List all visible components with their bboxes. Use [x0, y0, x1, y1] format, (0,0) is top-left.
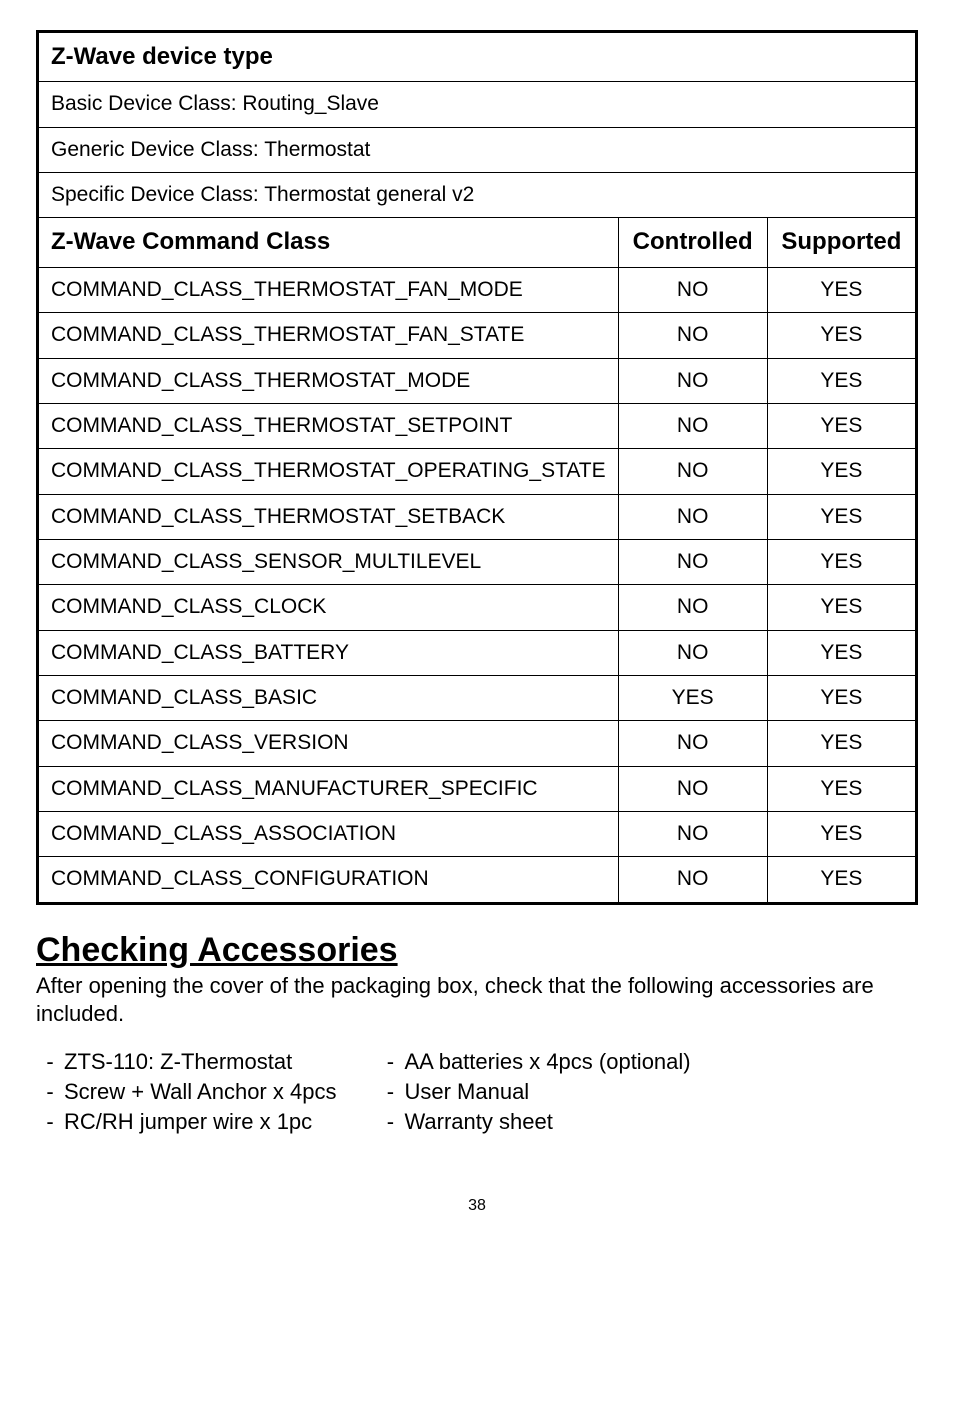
table-cell-supported: YES: [767, 721, 916, 766]
table-cell-class: COMMAND_CLASS_THERMOSTAT_FAN_STATE: [38, 313, 619, 358]
table-cell-supported: YES: [767, 449, 916, 494]
list-item: -AA batteries x 4pcs (optional): [376, 1047, 690, 1077]
generic-device-class: Generic Device Class: Thermostat: [38, 127, 917, 172]
list-item: -User Manual: [376, 1077, 690, 1107]
table-cell-controlled: NO: [618, 403, 767, 448]
table-cell-controlled: YES: [618, 675, 767, 720]
table-cell-class: COMMAND_CLASS_VERSION: [38, 721, 619, 766]
col-header-supported: Supported: [767, 218, 916, 267]
col-header-controlled: Controlled: [618, 218, 767, 267]
zwave-table: Z-Wave device type Basic Device Class: R…: [36, 30, 918, 905]
table-cell-class: COMMAND_CLASS_CLOCK: [38, 585, 619, 630]
table-cell-supported: YES: [767, 494, 916, 539]
table-cell-supported: YES: [767, 358, 916, 403]
table-cell-supported: YES: [767, 857, 916, 903]
table-cell-class: COMMAND_CLASS_BATTERY: [38, 630, 619, 675]
table-cell-class: COMMAND_CLASS_THERMOSTAT_SETBACK: [38, 494, 619, 539]
table-cell-supported: YES: [767, 630, 916, 675]
table-cell-class: COMMAND_CLASS_CONFIGURATION: [38, 857, 619, 903]
table-cell-controlled: NO: [618, 721, 767, 766]
table-cell-class: COMMAND_CLASS_THERMOSTAT_SETPOINT: [38, 403, 619, 448]
table-cell-supported: YES: [767, 313, 916, 358]
table-cell-class: COMMAND_CLASS_THERMOSTAT_OPERATING_STATE: [38, 449, 619, 494]
table-cell-controlled: NO: [618, 539, 767, 584]
table-cell-controlled: NO: [618, 449, 767, 494]
table-cell-supported: YES: [767, 675, 916, 720]
device-type-header: Z-Wave device type: [38, 32, 917, 82]
table-cell-controlled: NO: [618, 857, 767, 903]
table-cell-class: COMMAND_CLASS_BASIC: [38, 675, 619, 720]
accessories-right-list: -AA batteries x 4pcs (optional)-User Man…: [376, 1047, 690, 1137]
list-item: -RC/RH jumper wire x 1pc: [36, 1107, 336, 1137]
table-cell-controlled: NO: [618, 766, 767, 811]
table-cell-supported: YES: [767, 766, 916, 811]
accessories-intro: After opening the cover of the packaging…: [36, 972, 918, 1029]
table-cell-controlled: NO: [618, 358, 767, 403]
list-item: -Warranty sheet: [376, 1107, 690, 1137]
specific-device-class: Specific Device Class: Thermostat genera…: [38, 173, 917, 218]
table-cell-controlled: NO: [618, 267, 767, 312]
table-cell-controlled: NO: [618, 494, 767, 539]
table-cell-class: COMMAND_CLASS_THERMOSTAT_MODE: [38, 358, 619, 403]
table-cell-controlled: NO: [618, 585, 767, 630]
table-cell-class: COMMAND_CLASS_THERMOSTAT_FAN_MODE: [38, 267, 619, 312]
list-item: -ZTS-110: Z-Thermostat: [36, 1047, 336, 1077]
basic-device-class: Basic Device Class: Routing_Slave: [38, 82, 917, 127]
table-cell-class: COMMAND_CLASS_SENSOR_MULTILEVEL: [38, 539, 619, 584]
table-cell-controlled: NO: [618, 313, 767, 358]
table-cell-supported: YES: [767, 267, 916, 312]
col-header-class: Z-Wave Command Class: [38, 218, 619, 267]
accessories-left-list: -ZTS-110: Z-Thermostat-Screw + Wall Anch…: [36, 1047, 336, 1137]
table-cell-class: COMMAND_CLASS_MANUFACTURER_SPECIFIC: [38, 766, 619, 811]
table-cell-supported: YES: [767, 539, 916, 584]
table-cell-supported: YES: [767, 811, 916, 856]
table-cell-supported: YES: [767, 585, 916, 630]
accessories-heading: Checking Accessories: [36, 931, 918, 970]
table-cell-controlled: NO: [618, 630, 767, 675]
accessories-columns: -ZTS-110: Z-Thermostat-Screw + Wall Anch…: [36, 1047, 918, 1137]
table-cell-controlled: NO: [618, 811, 767, 856]
table-cell-supported: YES: [767, 403, 916, 448]
page-number: 38: [36, 1197, 918, 1215]
list-item: -Screw + Wall Anchor x 4pcs: [36, 1077, 336, 1107]
table-cell-class: COMMAND_CLASS_ASSOCIATION: [38, 811, 619, 856]
